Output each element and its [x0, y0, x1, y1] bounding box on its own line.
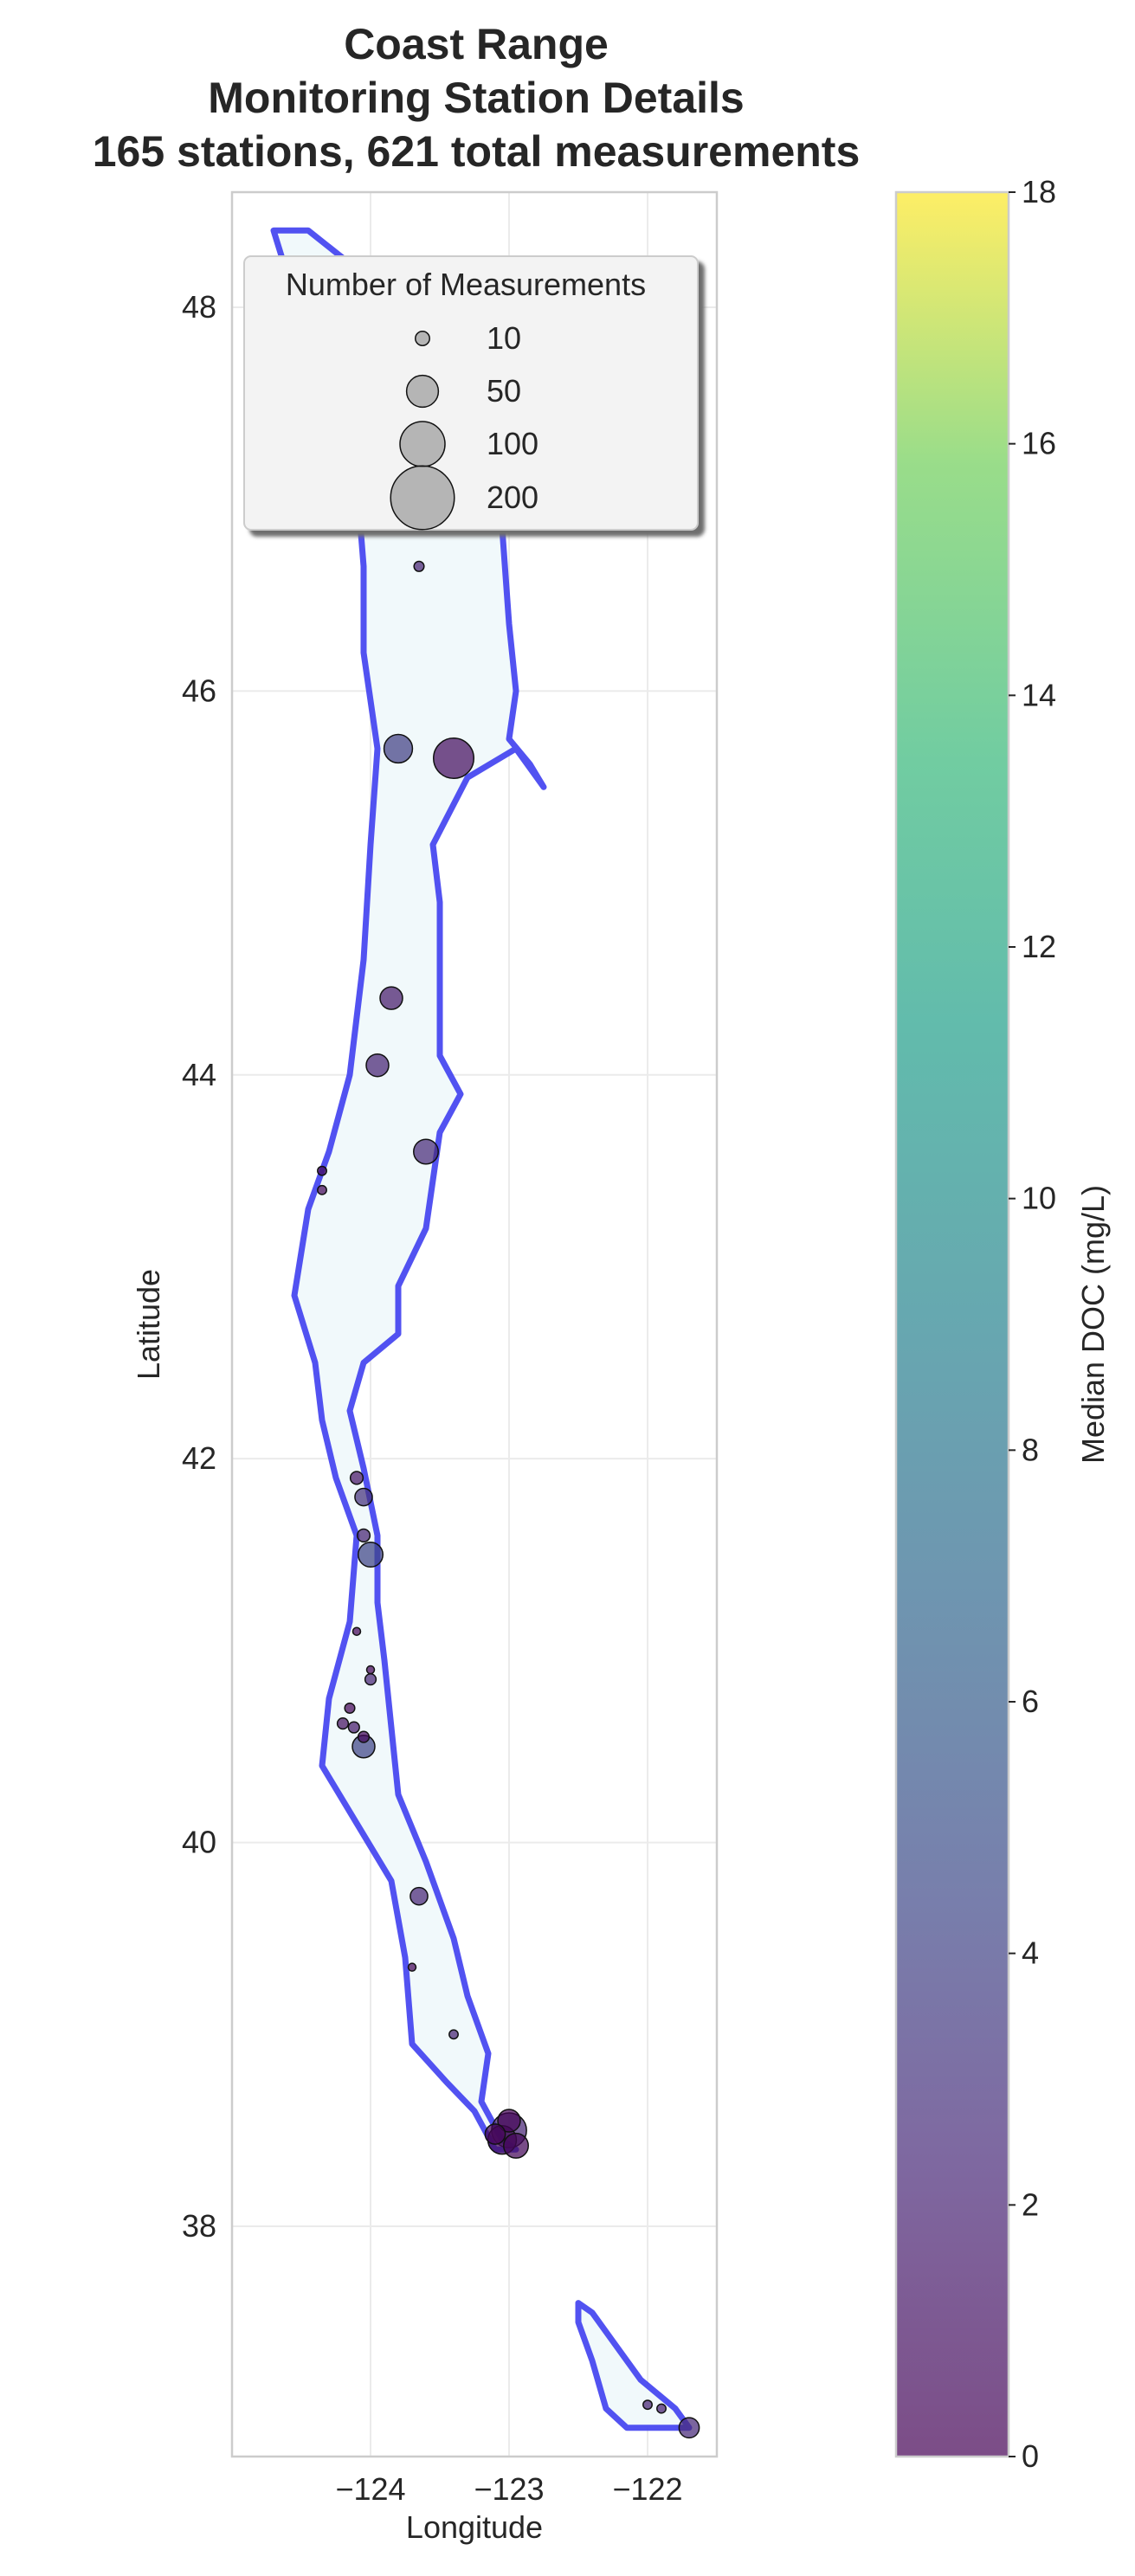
x-tick-label-0: −124 [335, 2471, 405, 2507]
colorbar-tick-label-6: 12 [1022, 929, 1056, 964]
chart-title-line-3: 165 stations, 621 total measurements [92, 127, 861, 176]
station-point-11 [484, 2123, 506, 2145]
station-point-16 [356, 1528, 371, 1542]
coast-range-region-outline [270, 227, 547, 2153]
colorbar-tick-label-1: 2 [1022, 2186, 1039, 2222]
station-point-0 [432, 737, 475, 780]
station-point-2 [383, 733, 414, 764]
colorbar-label: Median DOC (mg/L) [1075, 1185, 1111, 1464]
colorbar-tick-label-0: 0 [1022, 2438, 1039, 2474]
station-point-12 [678, 2417, 700, 2439]
station-point-21 [413, 560, 425, 572]
station-point-17 [364, 1673, 377, 1686]
station-point-8 [365, 1053, 390, 1078]
y-tick-label-2: 42 [182, 1440, 216, 1476]
station-point-29 [365, 1665, 376, 1675]
y-axis-label: Latitude [131, 1269, 166, 1380]
station-point-19 [347, 1721, 360, 1734]
station-point-28 [351, 1626, 362, 1636]
station-point-20 [336, 1717, 350, 1730]
y-axis-ticks: 38 40 42 44 46 48 [182, 289, 216, 2244]
y-tick-label-5: 48 [182, 289, 216, 325]
colorbar-tick-label-8: 16 [1022, 426, 1056, 461]
legend-entries: 10 50 100 200 [390, 320, 538, 531]
station-point-15 [349, 1471, 364, 1485]
station-point-18 [357, 1730, 371, 1743]
colorbar-tick-label-7: 14 [1022, 677, 1056, 712]
x-axis-ticks: −124 −123 −122 [335, 2471, 682, 2507]
legend-marker-2 [399, 421, 446, 467]
station-point-27 [317, 1184, 327, 1195]
legend-label-3: 200 [487, 480, 538, 515]
station-points [317, 560, 700, 2439]
colorbar-tick-label-3: 6 [1022, 1684, 1039, 1719]
y-tick-label-1: 40 [182, 1825, 216, 1860]
x-tick-label-1: −123 [474, 2471, 544, 2507]
colorbar-ticks: 0 2 4 6 8 10 12 14 16 18 [1009, 174, 1056, 2474]
station-point-7 [379, 986, 403, 1010]
legend-marker-3 [390, 465, 455, 531]
station-point-22 [344, 1702, 356, 1714]
legend-marker-1 [405, 374, 440, 409]
colorbar-frame [894, 190, 1010, 2458]
colorbar [896, 192, 1009, 2457]
colorbar-tick-label-9: 18 [1022, 174, 1056, 209]
station-point-30 [407, 1962, 417, 1972]
colorbar-tick-label-4: 8 [1022, 1432, 1039, 1467]
station-point-6 [503, 2132, 529, 2159]
station-point-24 [642, 2399, 653, 2411]
y-tick-label-4: 46 [182, 673, 216, 708]
legend-marker-0 [415, 331, 430, 346]
colorbar-tick-label-2: 4 [1022, 1935, 1039, 1971]
legend-label-1: 50 [487, 373, 521, 409]
station-point-23 [448, 2029, 459, 2040]
station-point-13 [354, 1487, 373, 1507]
x-tick-label-2: −122 [612, 2471, 682, 2507]
station-point-10 [497, 2109, 521, 2133]
y-tick-label-3: 44 [182, 1057, 216, 1092]
chart-title-line-1: Coast Range [344, 20, 609, 68]
y-tick-label-0: 38 [182, 2208, 216, 2244]
station-point-14 [410, 1886, 429, 1906]
legend-label-2: 100 [487, 426, 538, 461]
chart-title-line-2: Monitoring Station Details [208, 74, 745, 122]
size-legend: Number of Measurements 10 50 100 200 [243, 255, 699, 531]
colorbar-tick-label-5: 10 [1022, 1181, 1056, 1216]
plot-frame [230, 190, 719, 2458]
legend-title: Number of Measurements [286, 267, 646, 302]
legend-label-0: 10 [487, 320, 521, 356]
station-point-4 [413, 1138, 439, 1165]
station-point-25 [656, 2403, 667, 2414]
station-point-5 [358, 1542, 384, 1568]
legend-box [243, 255, 699, 531]
station-point-26 [317, 1165, 327, 1176]
x-axis-label: Longitude [406, 2509, 543, 2545]
